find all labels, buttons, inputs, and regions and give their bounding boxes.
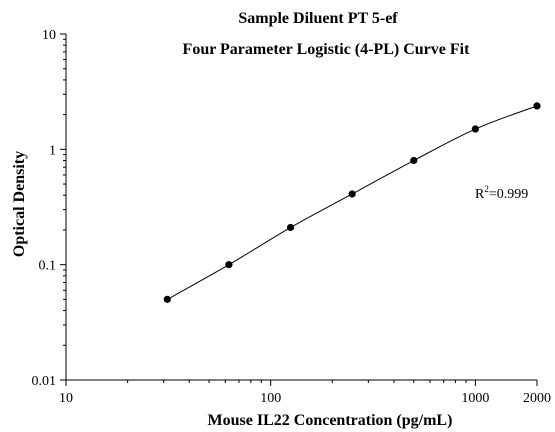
data-point — [163, 295, 171, 303]
data-point — [533, 102, 541, 110]
plot-area: 0.01 0.1 1 10 10 100 1000 2000 — [32, 28, 552, 406]
chart-subtitle: Four Parameter Logistic (4-PL) Curve Fit — [183, 41, 471, 58]
y-tick-label: 0.01 — [32, 374, 57, 389]
y-tick-label: 10 — [42, 28, 56, 43]
y-axis-ticks: 0.01 0.1 1 10 — [32, 28, 66, 389]
r-squared-annotation: R2=0.999 — [475, 184, 528, 202]
x-tick-label: 2000 — [523, 391, 551, 406]
y-axis-label: Optical Density — [11, 151, 28, 257]
r2-value: =0.999 — [489, 187, 528, 202]
data-points — [163, 102, 541, 303]
data-point — [225, 261, 233, 269]
x-tick-label: 10 — [59, 391, 73, 406]
chart-title: Sample Diluent PT 5-ef — [238, 10, 398, 27]
y-tick-label: 1 — [49, 143, 56, 158]
r2-superscript: 2 — [484, 184, 489, 194]
x-axis-label: Mouse IL22 Concentration (pg/mL) — [208, 412, 453, 429]
x-tick-label: 100 — [260, 391, 281, 406]
r2-prefix: R — [475, 187, 485, 202]
data-point — [286, 223, 295, 232]
data-point — [348, 190, 356, 198]
data-point — [410, 156, 418, 165]
fit-curve — [167, 105, 538, 300]
x-tick-label: 1000 — [461, 391, 489, 406]
y-tick-label: 0.1 — [39, 259, 57, 274]
data-point — [471, 125, 479, 133]
x-axis-ticks: 10 100 1000 2000 — [59, 380, 551, 406]
